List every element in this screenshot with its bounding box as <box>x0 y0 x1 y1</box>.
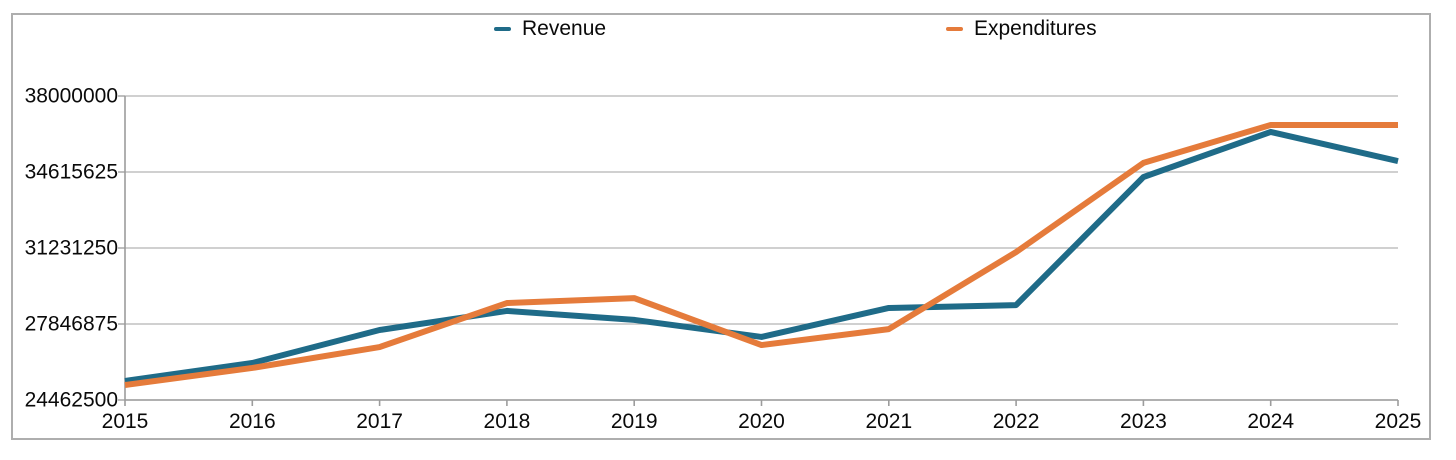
x-axis-tick-label: 2018 <box>483 410 531 433</box>
x-axis-tick-label: 2017 <box>356 410 403 433</box>
legend-item-revenue[interactable]: Revenue <box>494 18 606 40</box>
y-axis-tick-label: 34615625 <box>24 160 118 184</box>
revenue-line[interactable] <box>124 128 1399 384</box>
y-axis-tick-label: 27846875 <box>24 312 118 336</box>
x-axis-tick-label: 2025 <box>1374 410 1422 433</box>
expenditures-line[interactable] <box>124 121 1398 388</box>
legend-item-expenditures[interactable]: Expenditures <box>946 18 1097 40</box>
y-axis-tick-label: 24462500 <box>24 388 118 412</box>
expenditures-line-marker-icon <box>946 27 963 31</box>
x-axis-tick-label: 2015 <box>101 410 149 433</box>
legend-label-expenditures: Expenditures <box>974 17 1097 40</box>
legend-label-revenue: Revenue <box>522 17 607 40</box>
x-axis-tick-label: 2021 <box>865 410 913 433</box>
y-axis-tick-label: 38000000 <box>24 84 118 108</box>
x-axis-tick-label: 2016 <box>228 410 276 433</box>
revenue-line-marker-icon <box>494 27 511 31</box>
y-axis-tick-label: 31231250 <box>24 236 118 260</box>
x-axis-tick-label: 2022 <box>992 410 1040 433</box>
x-axis-tick-label: 2020 <box>738 410 785 433</box>
x-axis-tick-label: 2019 <box>610 410 658 433</box>
x-axis-tick-label: 2023 <box>1120 410 1167 433</box>
x-axis-tick-label: 2024 <box>1247 410 1295 433</box>
